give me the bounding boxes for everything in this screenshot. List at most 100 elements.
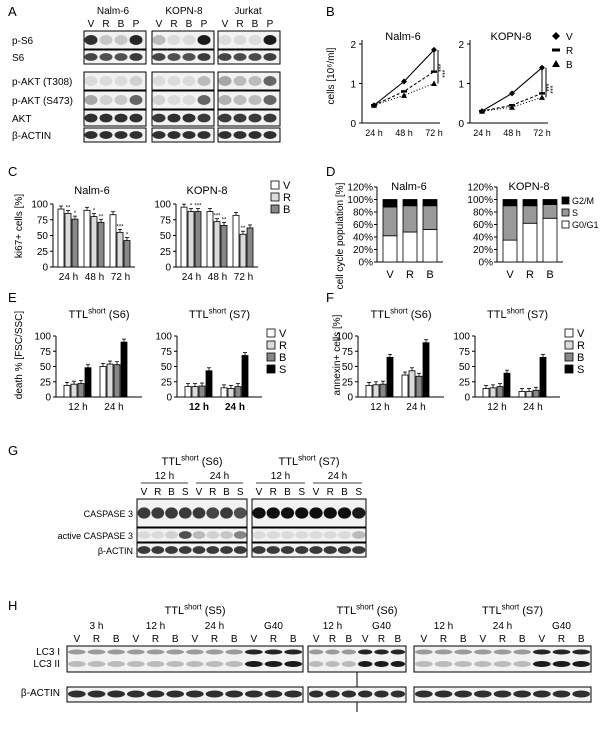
blot-h-band-actin: [358, 690, 373, 698]
blot-h-band-lc3ii: [454, 661, 472, 667]
blot-g-band: [192, 507, 206, 519]
blot-a-group-jurkat: Jurkat: [234, 6, 261, 17]
blot-a-row-label-1: S6: [12, 53, 25, 64]
blot-h-time-label: G40: [372, 621, 391, 632]
blot-h-time-label: 12 h: [146, 621, 165, 632]
chart-c-xtick-label: 72 h: [111, 272, 130, 283]
blot-a-band: [167, 131, 181, 139]
blot-g-band: [151, 546, 165, 554]
blot-h-band-lc3i: [533, 649, 551, 655]
blot-a-lane-label: P: [267, 19, 274, 30]
blot-a-band: [84, 76, 98, 86]
blot-a-row-label-5: β-ACTIN: [12, 131, 51, 142]
chart-e-xtick-label: 12 h: [189, 402, 209, 413]
chart-d-title-0: Nalm-6: [391, 181, 426, 193]
chart-f-bar-V: [482, 388, 490, 398]
chart-f-ytick-label: 100: [453, 332, 470, 343]
blot-h-band-lc3i: [225, 649, 244, 655]
blot-a-band: [182, 131, 196, 139]
blot-h-lane-label: B: [460, 634, 467, 645]
blot-g-lane-label: B: [223, 487, 230, 498]
chart-c-sig-label: ***: [116, 224, 124, 230]
blot-h-band-actin: [474, 690, 492, 698]
blot-g-band: [192, 531, 206, 539]
blot-a-band: [218, 35, 232, 45]
chart-c-sig-label: **: [222, 217, 227, 223]
blot-h-band-lc3ii: [434, 661, 453, 667]
chart-f-ytick-label: 25: [342, 377, 354, 388]
blot-a-band: [114, 95, 128, 105]
chart-b-legend-marker: [552, 60, 560, 67]
blot-a-band: [167, 76, 181, 86]
chart-f-bar-B: [415, 375, 423, 398]
chart-d-bar-s: [402, 205, 418, 233]
blot-h-band-lc3ii: [284, 661, 302, 667]
chart-c-ytick-label: 25: [160, 247, 172, 258]
blot-h-band-lc3ii: [245, 661, 263, 667]
blot-g-band: [323, 531, 337, 539]
chart-e-ytick-label: 25: [40, 377, 52, 388]
chart-b-xtick-label: 48 h: [395, 128, 413, 138]
chart-b-ytick-label: 1: [350, 80, 356, 91]
chart-f-ytick-label: 0: [347, 393, 353, 404]
blot-h-band-actin: [513, 690, 532, 698]
chart-f-bar-V: [365, 385, 373, 398]
chart-c-xtick-label: 24 h: [182, 272, 201, 283]
blot-a-band: [167, 113, 181, 123]
chart-f-legend-swatch: [564, 328, 574, 338]
chart-b-xtick-label: 24 h: [365, 128, 383, 138]
chart-d-bar-g0-g1: [542, 217, 558, 263]
blot-a-band: [84, 131, 98, 139]
blot-a-band: [197, 95, 211, 105]
blot-g-lane-label: R: [154, 487, 161, 498]
blot-h-membrane: [66, 645, 304, 673]
chart-f-ytick-label: 75: [459, 347, 471, 358]
blot-h-band-actin: [68, 690, 86, 698]
blot-a-band: [218, 53, 232, 61]
blot-a-band: [233, 35, 247, 45]
chart-b-point-B: [539, 94, 545, 100]
blot-a-band: [114, 35, 128, 45]
chart-e-ytick-label: 0: [166, 393, 172, 404]
chart-f-legend-label: B: [577, 352, 584, 364]
chart-c-ytick-label: 25: [37, 247, 49, 258]
blot-g-band: [252, 531, 266, 539]
blot-h-band-lc3i: [374, 649, 389, 655]
blot-h-band-lc3ii: [309, 661, 324, 667]
chart-d-ytick-label: 60%: [353, 220, 373, 231]
blot-h-lane-label: R: [440, 634, 447, 645]
blot-a-band: [197, 113, 211, 123]
blot-h-band-actin: [493, 690, 512, 698]
blot-h-band-lc3ii: [493, 661, 512, 667]
blot-a-band: [84, 35, 98, 45]
blot-h-band-lc3ii: [186, 661, 204, 667]
chart-d-bar-s: [542, 204, 558, 219]
chart-b-legend-marker: [552, 48, 560, 52]
blot-a-band: [114, 53, 128, 61]
blot-a-band: [129, 95, 143, 105]
chart-d-bar-g2-m: [502, 199, 518, 207]
blot-g-band: [206, 546, 220, 554]
blot-h-band-lc3ii: [107, 661, 125, 667]
chart-c-sig-label: *: [126, 233, 129, 239]
blot-g-band: [137, 531, 151, 539]
chart-e-bar-R: [227, 388, 235, 398]
chart-b-sig-label: ***: [434, 64, 441, 72]
blot-h-title-0: TTLshort (S5): [165, 603, 226, 617]
blot-h-band-actin: [309, 690, 324, 698]
blot-h-band-lc3i: [264, 649, 283, 655]
blot-a-band: [233, 53, 247, 61]
chart-e-bar-S: [205, 370, 213, 398]
chart-e-ytick-label: 100: [34, 332, 51, 343]
blot-h-band-actin: [434, 690, 453, 698]
blot-h-band-actin: [205, 690, 224, 698]
blot-a-group-kopn-8: KOPN-8: [165, 6, 203, 17]
chart-e-legend-label: B: [279, 352, 286, 364]
blot-a-lane-label: B: [118, 19, 125, 30]
blot-h-band-lc3i: [572, 649, 591, 655]
chart-c-bar-V: [57, 208, 65, 268]
blot-h-band-lc3ii: [146, 661, 165, 667]
blot-a-band: [263, 76, 277, 86]
blot-h-band-actin: [166, 690, 185, 698]
